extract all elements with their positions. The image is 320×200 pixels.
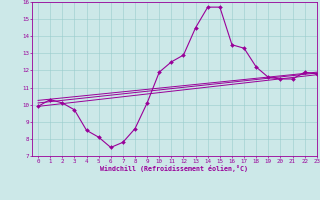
X-axis label: Windchill (Refroidissement éolien,°C): Windchill (Refroidissement éolien,°C): [100, 165, 248, 172]
